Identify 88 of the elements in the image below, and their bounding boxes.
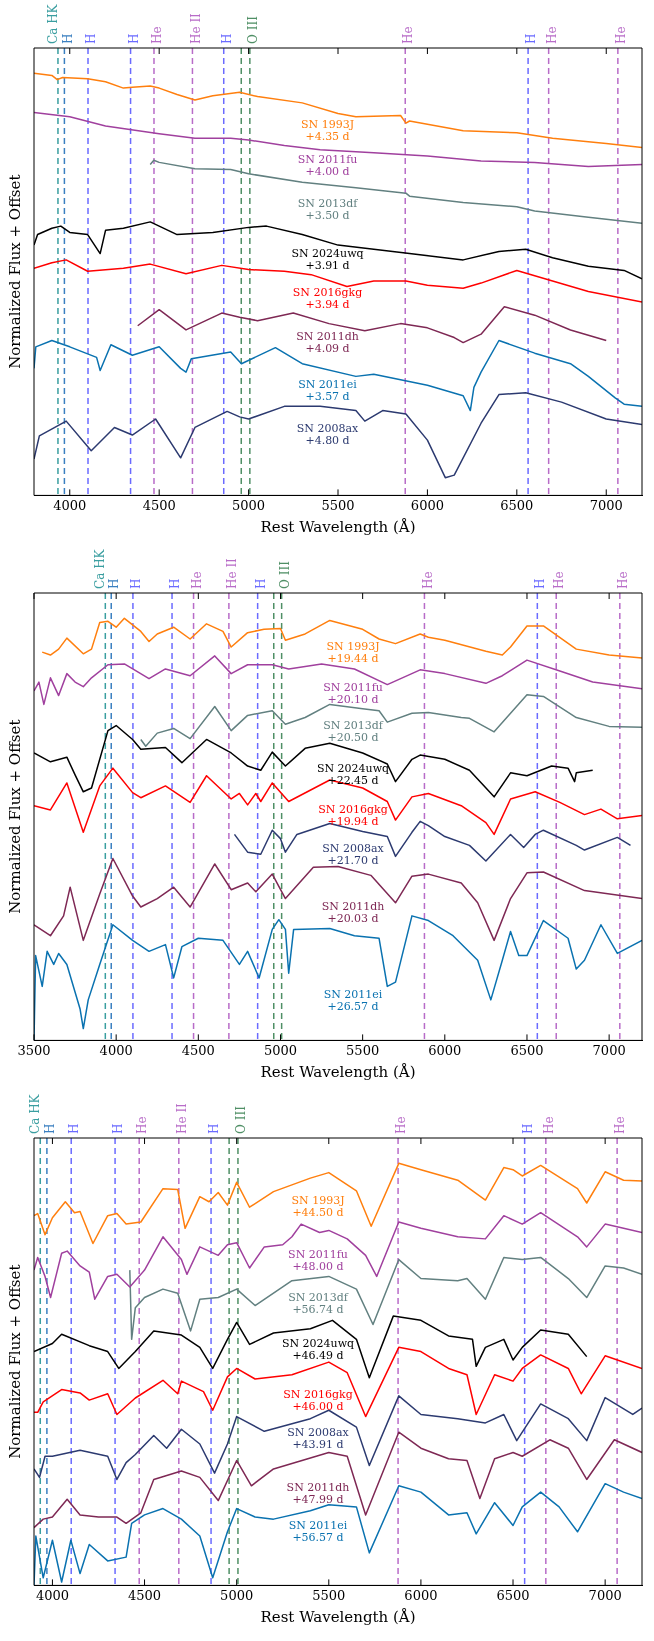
x-tick-label: 6500 <box>500 497 534 513</box>
ref-line-label: He <box>613 26 628 44</box>
series-label: SN 2016gkg +3.94 d <box>292 286 363 312</box>
ref-line-label: H <box>524 33 539 44</box>
x-tick-label: 5500 <box>346 1042 380 1058</box>
series-label: SN 1993J +19.44 d <box>326 639 380 665</box>
series-label: SN 2013df +56.74 d <box>288 1290 349 1316</box>
x-tick-label: 6500 <box>510 1042 544 1058</box>
ref-line-label: H <box>168 578 183 589</box>
ref-line-label: O III <box>245 15 260 44</box>
ref-line-label: Ca HK <box>28 1093 43 1134</box>
y-axis-title: Normalized Flux + Offset <box>5 719 24 914</box>
x-tick-label: 4000 <box>35 1587 69 1603</box>
series-label: SN 2011dh +47.99 d <box>286 1480 350 1506</box>
series-label: SN 2024uwq +22.45 d <box>316 762 390 788</box>
series-label: SN 2011fu +20.10 d <box>323 680 383 706</box>
x-tick-label: 4500 <box>142 497 176 513</box>
x-tick-label: 6000 <box>404 1587 438 1603</box>
series-label: SN 2024uwq +3.91 d <box>291 246 364 272</box>
series-label: SN 2011ei +3.57 d <box>298 377 358 403</box>
series-label: SN 2011fu +4.00 d <box>297 152 358 178</box>
series-label: SN 2011ei +26.57 d <box>323 987 383 1013</box>
ref-line-label: H <box>43 1123 58 1134</box>
series-label: SN 2011dh +20.03 d <box>321 899 385 925</box>
ref-line-label: H <box>84 33 99 44</box>
x-axis-title: Rest Wavelength (Å) <box>260 1062 416 1081</box>
ref-line-label: He <box>394 1116 409 1134</box>
x-axis-title: Rest Wavelength (Å) <box>260 517 416 536</box>
series-label: SN 2011fu +48.00 d <box>288 1247 348 1273</box>
ref-line-label: O III <box>234 1105 249 1134</box>
x-tick-label: 5000 <box>232 497 266 513</box>
series-label: SN 2013df +20.50 d <box>323 719 384 745</box>
ref-line-label: He <box>552 571 567 589</box>
x-tick-label: 3500 <box>17 1042 51 1058</box>
x-tick-label: 6000 <box>428 1042 462 1058</box>
ref-line-label: He <box>401 26 416 44</box>
series-label: SN 2024uwq +46.49 d <box>281 1336 355 1362</box>
ref-line-label: H <box>107 578 122 589</box>
ref-line-label: H <box>67 1123 82 1134</box>
ref-line-label: Ca HK <box>46 3 61 44</box>
series-label: SN 2016gkg +46.00 d <box>283 1388 353 1414</box>
ref-line-label: He II <box>174 1102 189 1134</box>
ref-line-label: He II <box>225 557 240 589</box>
ref-line-label: He <box>189 571 204 589</box>
x-tick-label: 7000 <box>589 497 623 513</box>
y-axis-title: Normalized Flux + Offset <box>5 174 24 369</box>
ref-line-label: He II <box>188 12 203 44</box>
x-tick-label: 6500 <box>496 1587 530 1603</box>
series-label: SN 2008ax +21.70 d <box>322 842 385 868</box>
ref-line-label: H <box>129 578 144 589</box>
ref-line-label: H <box>520 1123 535 1134</box>
x-tick-label: 4500 <box>181 1042 215 1058</box>
series-label: SN 1993J +44.50 d <box>291 1193 345 1219</box>
ref-line-label: He <box>544 26 559 44</box>
series-label: SN 2011ei +56.57 d <box>288 1519 348 1545</box>
ref-line-label: Ca HK <box>93 548 108 589</box>
x-tick-label: 7000 <box>592 1042 626 1058</box>
x-axis-title: Rest Wavelength (Å) <box>260 1607 416 1626</box>
ref-line-label: H <box>219 33 234 44</box>
ref-line-label: H <box>253 578 268 589</box>
x-tick-label: 4500 <box>128 1587 162 1603</box>
ref-line-label: H <box>126 33 141 44</box>
ref-line-label: H <box>533 578 548 589</box>
series-label: SN 2016gkg +19.94 d <box>318 803 388 829</box>
ref-line-label: He <box>135 1116 150 1134</box>
x-tick-label: 5500 <box>312 1587 346 1603</box>
ref-line-label: He <box>541 1116 556 1134</box>
x-tick-label: 4000 <box>99 1042 133 1058</box>
ref-line-label: He <box>420 571 435 589</box>
ref-line-label: He <box>613 1116 628 1134</box>
ref-line-label: O III <box>277 560 292 589</box>
series-label: SN 2008ax +4.80 d <box>296 422 360 448</box>
x-tick-label: 5000 <box>263 1042 298 1058</box>
series-label: SN 2011dh +4.09 d <box>296 329 359 355</box>
ref-line-label: He <box>615 571 630 589</box>
series-label: SN 1993J +4.35 d <box>301 117 355 143</box>
ref-line-label: H <box>207 1123 222 1134</box>
x-tick-label: 5000 <box>220 1587 254 1603</box>
x-tick-label: 5500 <box>321 497 355 513</box>
x-tick-label: 6000 <box>410 497 444 513</box>
x-tick-label: 7000 <box>588 1587 622 1603</box>
y-axis-title: Normalized Flux + Offset <box>5 1264 24 1459</box>
ref-line-label: H <box>111 1123 126 1134</box>
series-label: SN 2008ax +43.91 d <box>287 1426 350 1452</box>
x-tick-label: 4000 <box>53 497 87 513</box>
series-label: SN 2013df +3.50 d <box>297 196 359 222</box>
ref-line-label: H <box>60 33 75 44</box>
ref-line-label: He <box>150 26 165 44</box>
